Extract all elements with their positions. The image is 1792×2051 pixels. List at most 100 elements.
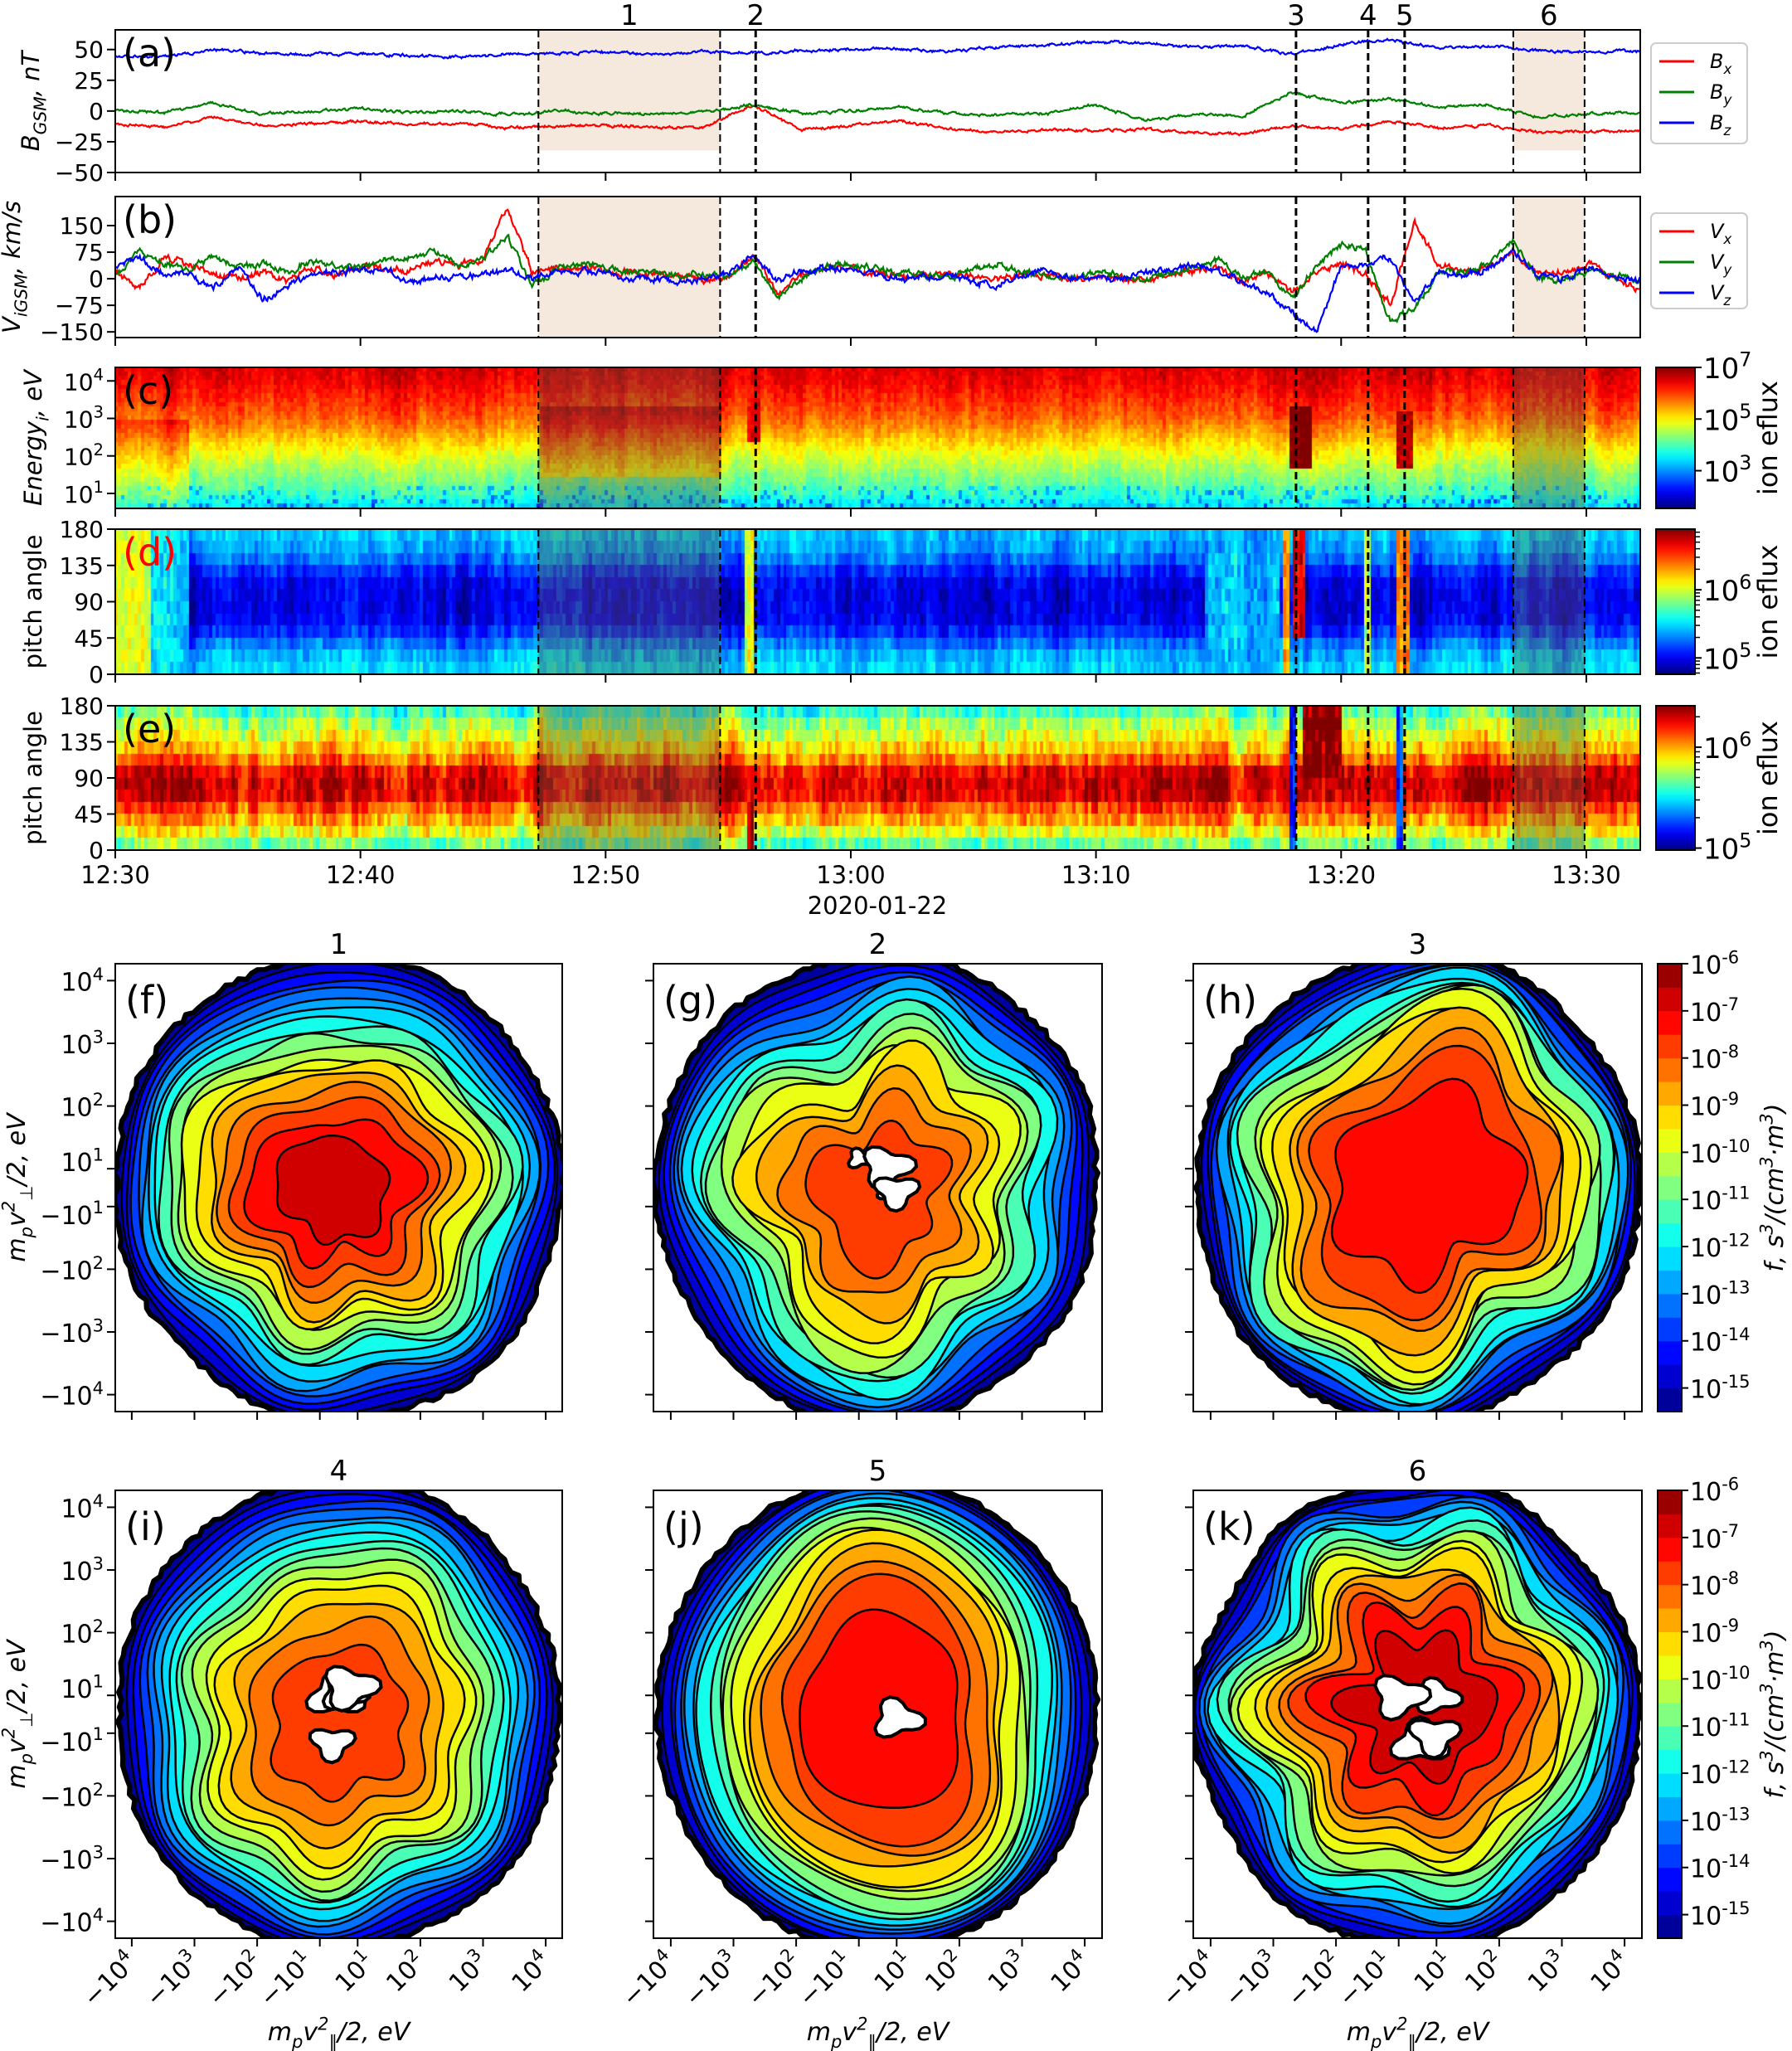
colorbar-label: ion eflux <box>1752 545 1784 659</box>
text-part: /2, eV <box>2 1111 32 1188</box>
y-axis-label: Energyi, eV <box>19 368 53 506</box>
colorbar-tick-label: 10-15 <box>1690 1898 1751 1932</box>
colorbar-band <box>1658 1034 1682 1059</box>
panel-e: 0 45 90 135 180 12:30 12:40 12:50 13:00 13:10 13:2… <box>19 693 1784 889</box>
subscript: p <box>17 1227 36 1238</box>
colorbar-tick-label: 10-7 <box>1690 994 1739 1028</box>
colorbar-tick-label: 10-6 <box>1690 1474 1739 1507</box>
subscript: iGSM <box>12 274 32 317</box>
text-part: 10 <box>1703 352 1739 386</box>
axes-frame <box>114 705 1641 851</box>
x-axis-label: mpv2∥/2, eV <box>1347 2014 1491 2051</box>
colorbar-tick-label: 105 <box>1703 829 1751 866</box>
series-group <box>115 37 1640 137</box>
y-axis-label: mpv2⊥/2, eV <box>0 1638 36 1789</box>
text-part: 10 <box>64 406 94 433</box>
superscript: 4 <box>94 365 104 384</box>
date-label: 2020-01-22 <box>808 892 948 920</box>
text-part: 10 <box>1690 1478 1722 1507</box>
axes-frame <box>114 29 1641 173</box>
colorbar-f-row1: 10-610-710-810-910-1010-1110-1210-1310-1… <box>1657 947 1790 1412</box>
x-tick-label: 13:30 <box>1552 861 1621 889</box>
superscript: 2 <box>94 440 104 459</box>
superscript: 2 <box>0 1201 18 1212</box>
subscript: p <box>17 1753 36 1765</box>
superscript: -13 <box>1722 1804 1750 1824</box>
text-part: −10 <box>40 1202 92 1231</box>
text-part: B <box>1710 80 1723 104</box>
superscript: 2 <box>93 1780 104 1800</box>
subscript: ∥ <box>1407 2032 1416 2051</box>
x-tick-label: 101 <box>327 1945 380 1998</box>
text-part: 10 <box>61 1495 92 1524</box>
superscript: -8 <box>1722 1042 1739 1062</box>
text-part: f, s <box>1760 1762 1790 1799</box>
data-gap-region <box>1407 1718 1464 1760</box>
colorbar-band <box>1658 1584 1682 1609</box>
panel-label: (a) <box>123 31 176 75</box>
colorbar-band <box>1658 1514 1682 1538</box>
event-number-label: 2 <box>746 0 765 32</box>
subscript: p <box>291 2032 303 2051</box>
subscript: ∥ <box>867 2032 877 2051</box>
colorbar-tick-label: 103 <box>1703 451 1751 488</box>
y-tick-label: −104 <box>40 1905 104 1938</box>
text-part: 10 <box>1703 575 1739 608</box>
text-part: 10 <box>1703 643 1739 676</box>
text-part: f, s <box>1760 1235 1790 1272</box>
superscript: -8 <box>1722 1568 1739 1588</box>
x-tick-label: −103 <box>1217 1945 1285 2013</box>
superscript: 2 <box>318 2014 328 2034</box>
superscript: 4 <box>93 1491 104 1511</box>
superscript: -12 <box>1722 1230 1750 1250</box>
axes-frame <box>114 196 1641 338</box>
colorbar-band <box>1658 1726 1682 1751</box>
colorbar-tick-label: 10-11 <box>1690 1710 1751 1743</box>
legend-entry-By: By <box>1710 80 1732 108</box>
colorbar-band <box>1658 1152 1682 1177</box>
contour-fills <box>653 1490 1101 1938</box>
x-tick-label: 12:30 <box>80 861 150 889</box>
y-tick-label: −25 <box>55 129 104 156</box>
colorbar-tick-label: 105 <box>1703 400 1751 437</box>
text-part: 10 <box>1690 1525 1722 1554</box>
superscript: 3 <box>1756 1223 1776 1234</box>
x-tick-label: 104 <box>1042 1945 1095 1998</box>
panel-title: 2 <box>869 928 887 961</box>
y-axis-label: BGSM, nT <box>17 49 51 151</box>
text-part: 10 <box>64 444 94 471</box>
text-part: 10 <box>1703 834 1739 867</box>
superscript: 4 <box>93 1905 104 1925</box>
text-part: 10 <box>1690 1376 1722 1405</box>
y-axis-label: ViGSM, km/s <box>0 201 32 333</box>
colorbar-frame <box>1657 1490 1683 1939</box>
contour-panel-i: 4(i)−104−104−103−103−102−102−101−1011011… <box>0 1455 563 2051</box>
x-tick-label: −102 <box>740 1945 808 2013</box>
colorbar-tick-label: 107 <box>1703 348 1751 386</box>
superscript: -15 <box>1722 1372 1750 1392</box>
x-tick-label: −104 <box>614 1945 682 2013</box>
series-line-By <box>115 91 1640 123</box>
legend-entry-Vy: Vy <box>1710 250 1732 278</box>
panel-label: (e) <box>123 707 176 751</box>
colorbar-band <box>1658 1317 1682 1342</box>
data-gap-region <box>1373 1674 1433 1722</box>
colorbar-tick-label: 10-14 <box>1690 1324 1751 1358</box>
text-part: 10 <box>64 368 94 396</box>
superscript: -15 <box>1722 1898 1750 1918</box>
text-part: ) <box>1760 1631 1790 1642</box>
subscript: y <box>1722 261 1732 278</box>
text-part: −10 <box>40 1846 92 1875</box>
superscript: 3 <box>93 1027 104 1047</box>
x-tick-label: 104 <box>1582 1945 1635 1998</box>
superscript: -13 <box>1722 1277 1750 1297</box>
superscript: -6 <box>1722 947 1739 967</box>
x-tick-label: 102 <box>1457 1945 1510 1998</box>
colorbar-band <box>1658 1537 1682 1562</box>
text-part: /2, eV <box>874 2018 951 2047</box>
text-part: v <box>2 1211 32 1227</box>
colorbar-tick-label: 10-13 <box>1690 1277 1751 1310</box>
superscript: 2 <box>1396 2014 1407 2034</box>
y-tick-label: 45 <box>74 801 104 829</box>
